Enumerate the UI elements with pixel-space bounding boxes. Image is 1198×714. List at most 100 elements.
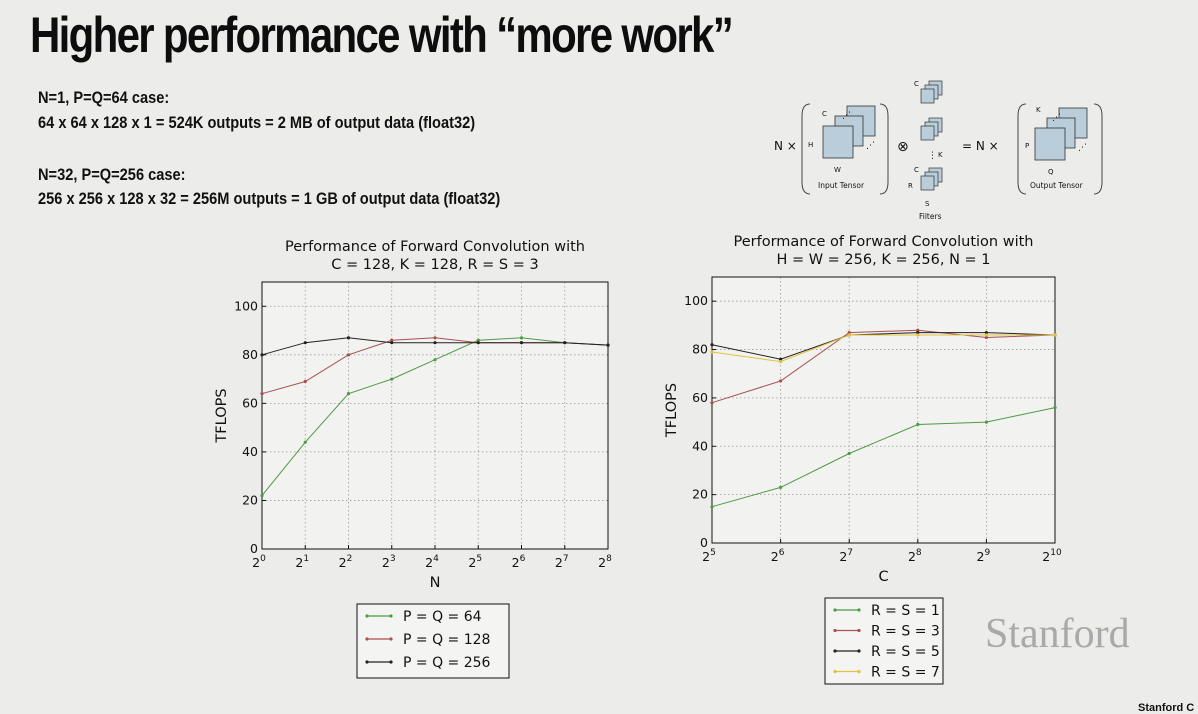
chart2-legend-label: R = S = 5 xyxy=(871,644,940,660)
chart1-legend-label: P = Q = 64 xyxy=(403,609,482,625)
chart1-series-3-point xyxy=(563,341,567,345)
chart1-x-axis-label: N xyxy=(430,575,441,591)
chart2-y-axis-label: TFLOPS xyxy=(664,383,680,438)
chart1-series-1-point xyxy=(260,494,264,498)
chart1-legend-marker xyxy=(389,660,393,664)
chart1-y-tick-label: 60 xyxy=(242,395,258,410)
chart2-legend-marker xyxy=(857,628,861,633)
chart1-x-tick-label: 25 xyxy=(468,554,482,570)
chart2-axes-frame xyxy=(711,276,1056,544)
chart1-series-2-point xyxy=(303,379,307,384)
chart1-legend-label: P = Q = 256 xyxy=(403,655,491,671)
chart2-y-tick-label: 20 xyxy=(692,487,708,502)
output-q-label: Q xyxy=(1048,168,1054,176)
chart2-legend-marker xyxy=(857,608,861,612)
svg-text:⋰: ⋰ xyxy=(842,111,851,121)
chart1-series-3-point xyxy=(390,341,394,345)
chart2-series-1-point xyxy=(847,451,851,456)
chart2-title: Performance of Forward Convolution with xyxy=(733,234,1033,250)
chart1-x-tick-label: 24 xyxy=(425,554,439,570)
chart1-y-tick-label: 40 xyxy=(242,444,258,459)
chart2-series-4-point xyxy=(984,333,989,337)
chart1-x-tick-label: 26 xyxy=(512,554,526,570)
chart1-series-3-point xyxy=(606,343,610,347)
chart2-series-4-point xyxy=(779,360,783,364)
chart2-series-2-point xyxy=(710,401,714,405)
chart1-x-tick-label: 21 xyxy=(295,554,309,570)
chart2-legend xyxy=(824,597,944,685)
chart1-series-2-point xyxy=(346,353,351,357)
chart2-series-1-point xyxy=(1053,405,1057,410)
chart1-y-tick-label: 100 xyxy=(234,298,258,313)
convolution-diagram: N × ⋰ ⋰ C H W Input Tensor ⊗ ⋮ C xyxy=(774,80,1103,221)
chart1-y-tick-label: 0 xyxy=(250,541,258,556)
chart2-series-4-point xyxy=(710,350,714,354)
chart2-series-1-point xyxy=(779,485,783,489)
chart2-series-2-point xyxy=(984,335,989,340)
chart1-series-2-point xyxy=(390,338,394,342)
chart1-series-3-point xyxy=(476,341,480,345)
chart2-y-tick-label: 100 xyxy=(684,293,708,308)
chart1-series-3-point xyxy=(260,353,264,357)
output-k-label: K xyxy=(1036,106,1041,114)
output-tensor-stack: ⋰ ⋰ xyxy=(1034,107,1088,161)
chart2-x-tick-label: 25 xyxy=(702,548,716,564)
chart2-x-tick-label: 210 xyxy=(1042,548,1062,564)
case2-detail: 256 x 256 x 128 x 32 = 256M outputs = 1 … xyxy=(38,189,501,208)
chart2-x-tick-label: 28 xyxy=(908,548,922,564)
chart1-legend-marker xyxy=(389,637,393,641)
chart2-series-3-point xyxy=(710,343,714,347)
case2-heading: N=32, P=Q=256 case: xyxy=(38,165,186,184)
case1-heading: N=1, P=Q=64 case: xyxy=(38,88,170,107)
chart2-series-4-point xyxy=(916,333,920,337)
chart2-x-tick-label: 26 xyxy=(771,548,785,564)
chart2-legend-marker xyxy=(833,649,837,653)
input-tensor-caption: Input Tensor xyxy=(818,181,865,190)
input-w-label: W xyxy=(834,166,841,174)
chart1-legend-marker xyxy=(365,660,369,664)
svg-text:⋰: ⋰ xyxy=(1052,113,1061,123)
chart2-series-1-point xyxy=(984,420,989,424)
chart2-subtitle: H = W = 256, K = 256, N = 1 xyxy=(776,252,990,268)
chart1-legend-marker xyxy=(365,614,369,618)
stanford-logo: Stanford xyxy=(985,611,1130,657)
chart1-legend-label: P = Q = 128 xyxy=(403,632,490,648)
filter-s-label: S xyxy=(925,200,930,208)
chart1-x-tick-label: 20 xyxy=(252,554,266,570)
chart2-legend-label: R = S = 1 xyxy=(871,603,940,619)
filter-r-label: R xyxy=(908,182,913,190)
input-c-label: C xyxy=(822,110,827,118)
chart1-series-1-point xyxy=(303,440,307,444)
case1-detail: 64 x 64 x 128 x 1 = 524K outputs = 2 MB … xyxy=(38,113,476,132)
convolution-operator: ⊗ xyxy=(897,139,909,155)
chart1-x-tick-label: 22 xyxy=(339,554,353,570)
chart1-series-1-point xyxy=(476,338,480,342)
chart1-subtitle: C = 128, K = 128, R = S = 3 xyxy=(331,257,538,273)
chart2-legend-marker xyxy=(833,628,837,633)
chart1-series-2-point xyxy=(433,336,437,340)
chart1-y-tick-label: 20 xyxy=(242,492,258,507)
chart2-legend-marker xyxy=(833,669,837,674)
chart2-series-2-line xyxy=(711,329,1056,404)
chart2-series-3-point xyxy=(779,357,783,361)
input-h-label: H xyxy=(808,141,813,149)
chart1-series-1-point xyxy=(519,336,524,340)
chart1: Performance of Forward Convolution with C… xyxy=(214,239,612,679)
filter-c-top-label: C xyxy=(914,80,919,88)
filters-caption: Filters xyxy=(919,212,942,221)
filter-stacks: ⋮ xyxy=(920,80,943,191)
chart1-series-3-point xyxy=(303,341,307,345)
chart2-legend-marker xyxy=(857,669,861,674)
chart2-series-2-point xyxy=(916,328,920,332)
chart1-x-tick-label: 27 xyxy=(555,554,569,570)
input-bracket-right xyxy=(879,103,889,195)
svg-text:⋰: ⋰ xyxy=(1078,143,1087,153)
svg-text:⋮: ⋮ xyxy=(928,151,937,161)
input-bracket-left xyxy=(801,103,811,195)
chart2-series-4-point xyxy=(1053,333,1057,337)
diagram-equals-n-times: = N × xyxy=(962,139,999,153)
chart2-series-1-line xyxy=(711,407,1056,508)
chart2-series-4-point xyxy=(847,333,851,337)
output-bracket-left xyxy=(1017,103,1027,195)
